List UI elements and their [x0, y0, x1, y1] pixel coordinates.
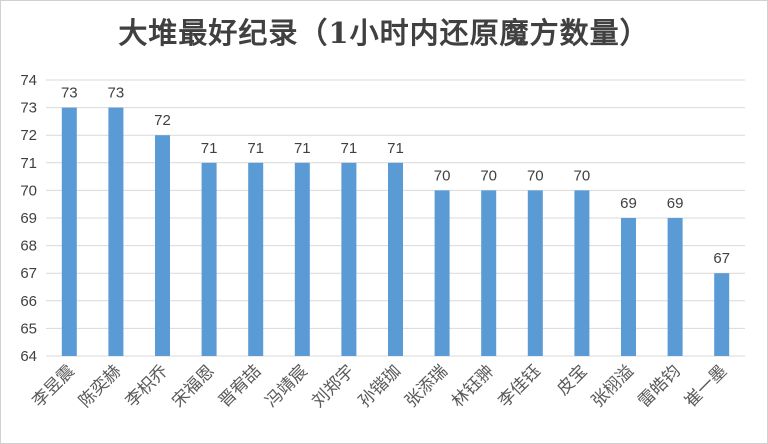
x-tick-label: 皮宝 — [553, 361, 591, 399]
y-tick-label: 74 — [20, 72, 37, 89]
bar — [621, 218, 636, 356]
data-label: 73 — [108, 85, 125, 102]
y-tick-label: 68 — [20, 238, 37, 255]
x-tick-label: 孙锴珈 — [355, 361, 405, 411]
data-label: 72 — [154, 112, 171, 129]
bar — [61, 107, 77, 356]
x-tick-label: 陈奕赫 — [75, 361, 125, 411]
data-label: 70 — [574, 167, 591, 184]
x-tick-label: 张添瑞 — [401, 361, 451, 411]
y-tick-label: 64 — [20, 348, 37, 365]
bar — [388, 162, 403, 356]
x-tick-label: 林钰翀 — [448, 361, 498, 411]
data-label: 70 — [434, 167, 451, 184]
bar — [108, 107, 124, 356]
data-label: 69 — [620, 195, 637, 212]
data-label: 69 — [667, 195, 684, 212]
bar — [201, 162, 217, 356]
y-tick-label: 71 — [20, 155, 37, 172]
data-label: 71 — [201, 140, 218, 157]
y-tick-label: 65 — [20, 320, 37, 337]
x-tick-label: 张栩溢 — [588, 361, 638, 411]
bar — [481, 190, 497, 356]
y-tick-label: 69 — [20, 210, 37, 227]
chart-title: 大堆最好纪录（1小时内还原魔方数量） — [118, 16, 650, 50]
data-label: 67 — [713, 250, 730, 267]
bar — [341, 162, 357, 356]
y-tick-label: 67 — [20, 265, 37, 282]
data-label: 71 — [387, 140, 404, 157]
data-label: 71 — [247, 140, 264, 157]
y-tick-label: 72 — [20, 127, 37, 144]
x-tick-label: 宋福恩 — [168, 361, 218, 411]
x-tick-label: 雷皓钧 — [634, 361, 684, 411]
x-tick-label: 晋宥喆 — [215, 361, 265, 411]
bar — [155, 135, 170, 356]
bar — [527, 190, 543, 356]
y-tick-label: 70 — [20, 182, 37, 199]
x-tick-label: 李昱震 — [29, 361, 79, 411]
bar — [248, 162, 264, 356]
x-tick-label: 刘郑宇 — [308, 361, 358, 411]
bar — [294, 162, 310, 356]
x-tick-label: 李佳钰 — [495, 361, 545, 411]
data-label: 70 — [480, 167, 497, 184]
bar — [574, 190, 590, 356]
data-label: 70 — [527, 167, 544, 184]
x-tick-label: 崔一墨 — [681, 361, 731, 411]
y-tick-label: 66 — [20, 293, 37, 310]
bar — [434, 190, 450, 356]
y-tick-label: 73 — [20, 100, 37, 117]
data-label: 71 — [341, 140, 358, 157]
data-label: 71 — [294, 140, 311, 157]
x-tick-label: 李枳乔 — [122, 361, 172, 411]
x-tick-label: 冯靖宸 — [262, 361, 312, 411]
bar — [667, 218, 683, 356]
data-label: 73 — [61, 85, 78, 102]
bar — [714, 273, 730, 356]
